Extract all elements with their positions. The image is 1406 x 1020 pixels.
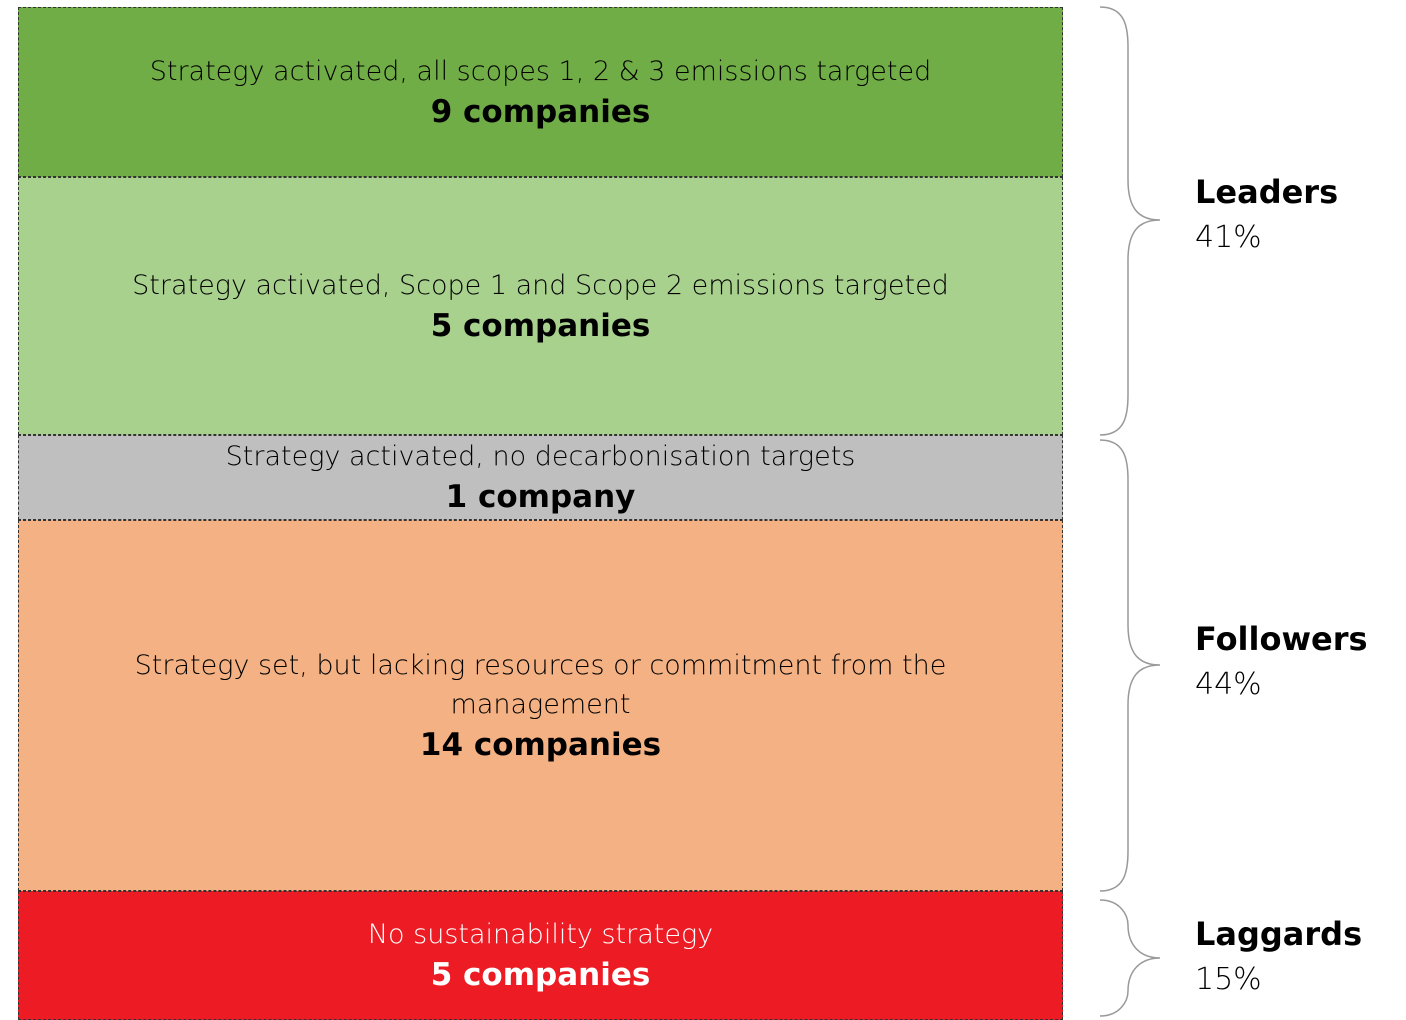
band: Strategy activated, all scopes 1, 2 & 3 … [18, 7, 1063, 177]
band: No sustainability strategy 5 companies [18, 891, 1063, 1020]
band-description: No sustainability strategy [367, 919, 714, 950]
group-label: Followers 44% [1195, 617, 1368, 707]
band-count: 5 companies [430, 307, 651, 344]
band-count: 5 companies [430, 957, 651, 993]
band-count: 1 company [445, 479, 636, 515]
band: Strategy activated, no decarbonisation t… [18, 435, 1063, 520]
band-count: 9 companies [430, 93, 651, 130]
band-description: Strategy set, but lacking resources or c… [134, 649, 947, 720]
band: Strategy set, but lacking resources or c… [18, 520, 1063, 891]
group-label: Laggards 15% [1195, 912, 1362, 1002]
band-count: 14 companies [419, 726, 662, 763]
group-name: Laggards [1195, 915, 1363, 953]
brace [1099, 439, 1161, 892]
brace [1099, 899, 1161, 1017]
group-share: 15% [1195, 962, 1262, 997]
group-name: Leaders [1195, 173, 1339, 211]
group-label: Leaders 41% [1195, 170, 1338, 260]
group-name: Followers [1195, 620, 1368, 658]
group-share: 44% [1195, 667, 1262, 702]
band-description: Strategy activated, all scopes 1, 2 & 3 … [149, 55, 932, 87]
group-share: 41% [1195, 220, 1262, 255]
band: Strategy activated, Scope 1 and Scope 2 … [18, 177, 1063, 435]
brace [1099, 6, 1161, 436]
band-description: Strategy activated, no decarbonisation t… [225, 441, 856, 472]
band-description: Strategy activated, Scope 1 and Scope 2 … [132, 269, 949, 301]
